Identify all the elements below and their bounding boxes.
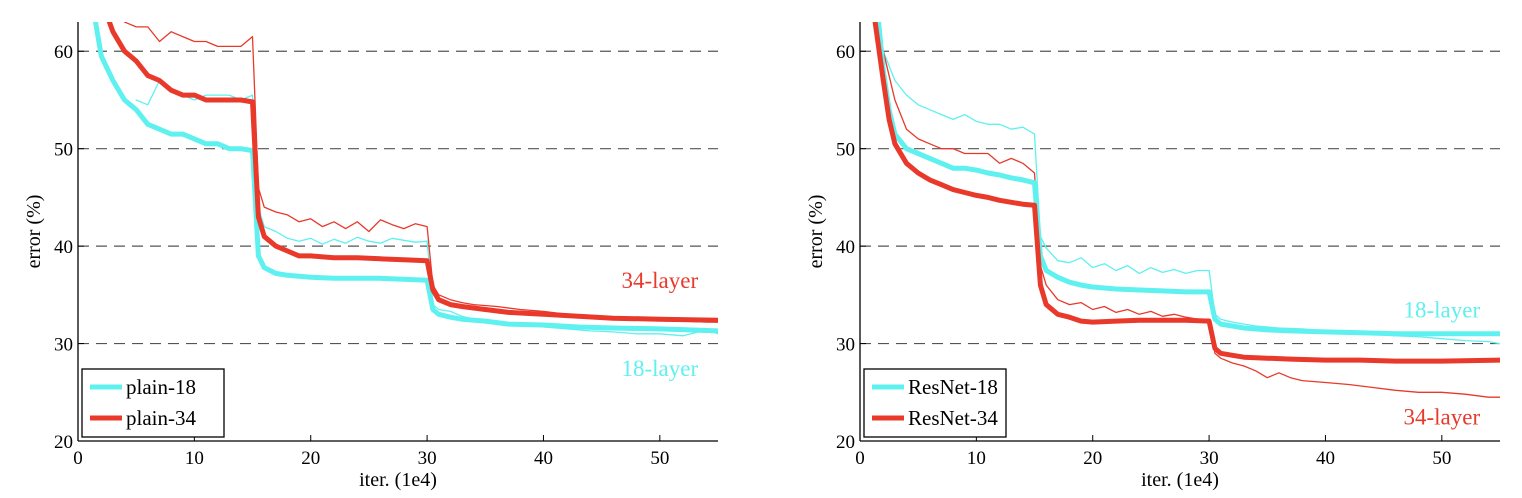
x-tick-label: 40 (1316, 448, 1335, 469)
legend-label: plain-18 (126, 375, 196, 399)
y-tick-label: 20 (54, 432, 73, 453)
y-tick-label: 30 (836, 335, 855, 356)
plain-networks-chart: 0 10 20 30 40 50 20 30 40 50 60 iter. (1e4) error (%… (23, 22, 718, 491)
series-line-plain-18 (93, 22, 718, 334)
legend-label: plain-34 (126, 406, 196, 430)
x-tick-label: 10 (185, 448, 204, 469)
x-tick-label: 20 (301, 448, 320, 469)
legend-label: ResNet-18 (908, 375, 998, 399)
x-tick-label: 20 (1083, 448, 1102, 469)
resnet-networks-chart: 0 10 20 30 40 50 20 30 40 50 60 iter. (1e4) error (%… (805, 22, 1500, 491)
series-line-resnet-34 (872, 22, 1500, 364)
x-tick-label: 0 (73, 448, 83, 469)
y-tick-label: 30 (54, 335, 73, 356)
x-tick-label: 30 (1200, 448, 1219, 469)
y-tick-label: 40 (836, 237, 855, 258)
x-tick-label: 10 (967, 448, 986, 469)
series-line-plain-18-train (135, 79, 718, 337)
curve-annotation-label: 18-layer (621, 356, 698, 381)
x-tick-label: 0 (855, 448, 865, 469)
y-axis-label: error (%) (805, 195, 827, 269)
y-tick-label: 60 (54, 42, 73, 63)
legend: ResNet-18 ResNet-34 (863, 368, 1007, 438)
x-tick-label: 40 (534, 448, 553, 469)
y-axis-label: error (%) (23, 195, 45, 269)
series-line-resnet-18 (876, 22, 1500, 337)
y-tick-label: 50 (836, 140, 855, 161)
legend-box (81, 368, 225, 438)
y-tick-label: 20 (836, 432, 855, 453)
series-line-resnet-34-train (873, 22, 1500, 398)
x-axis-label: iter. (1e4) (1141, 469, 1219, 491)
x-axis-label: iter. (1e4) (359, 469, 437, 491)
x-tick-label: 50 (1432, 448, 1451, 469)
y-tick-label: 60 (836, 42, 855, 63)
x-tick-label: 50 (650, 448, 669, 469)
curve-annotation-label: 34-layer (621, 268, 698, 293)
legend: plain-18 plain-34 (81, 368, 225, 438)
series-line-plain-34 (106, 22, 718, 323)
series-line-resnet-18-train (876, 22, 1500, 345)
legend-box (863, 368, 1007, 438)
curve-annotation-label: 18-layer (1403, 297, 1480, 322)
x-tick-label: 30 (418, 448, 437, 469)
legend-label: ResNet-34 (908, 406, 998, 430)
curve-annotation-label: 34-layer (1403, 405, 1480, 430)
y-tick-label: 50 (54, 140, 73, 161)
y-tick-label: 40 (54, 237, 73, 258)
